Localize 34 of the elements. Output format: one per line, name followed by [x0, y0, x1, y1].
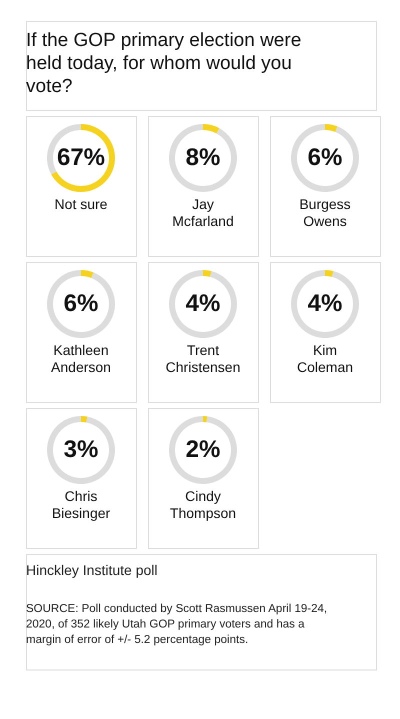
text: Cindy Thompson	[170, 488, 236, 521]
text: If the GOP primary election were held today, for whom would you vote?	[26, 30, 302, 97]
donut-slice	[81, 416, 88, 422]
donut-slice	[169, 270, 237, 338]
donut-slice	[81, 270, 94, 278]
data-label: 3%	[64, 436, 98, 463]
donut-slice	[169, 124, 237, 192]
text: Kim Coleman	[296, 342, 354, 375]
donut-slice	[51, 124, 115, 192]
data-label: 2%	[186, 436, 220, 463]
text: Kathleen Anderson	[51, 342, 111, 375]
donut-slice	[291, 124, 359, 192]
text: Hinckley Institute poll	[26, 562, 158, 578]
data-label: 4%	[186, 290, 220, 317]
donut-slice	[47, 416, 115, 484]
donut-slice	[325, 270, 334, 277]
data-label: 8%	[186, 144, 220, 171]
donut-slice	[47, 270, 115, 338]
text: Jay Mcfarland	[172, 196, 234, 229]
donut-slice	[203, 270, 212, 277]
source-note: SOURCE: Poll conducted by Scott Rasmussen April 19-24, 2020, of 352 likely Utah GOP primary voters and has a margin of error of +/- 5.2 percentage points.	[26, 602, 328, 646]
text: Not sure	[54, 196, 108, 212]
data-label: 4%	[308, 290, 342, 317]
donut-slice	[325, 124, 338, 132]
text: Burgess Owens	[299, 196, 351, 229]
donut-slice	[203, 124, 220, 134]
data-label: 6%	[308, 144, 342, 171]
donut-slice	[203, 416, 208, 422]
donut-slice	[291, 270, 359, 338]
text: Trent Christensen	[166, 342, 240, 375]
text: Chris Biesinger	[52, 488, 111, 521]
data-label: 67%	[56, 144, 106, 171]
data-label: 6%	[64, 290, 98, 317]
donut-slice	[169, 416, 237, 484]
